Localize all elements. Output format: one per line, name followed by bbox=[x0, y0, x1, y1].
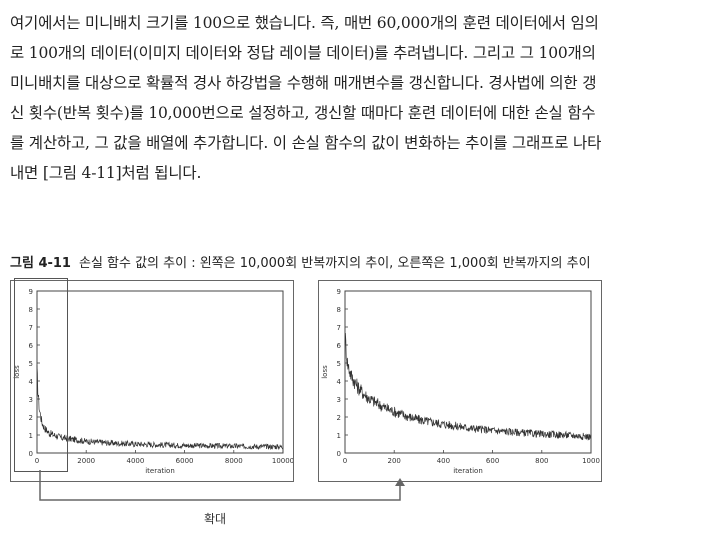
y-tick-label: 0 bbox=[337, 450, 341, 458]
plot-frame bbox=[36, 290, 284, 454]
y-tick-label: 8 bbox=[337, 306, 341, 314]
x-axis-label: iteration bbox=[453, 467, 483, 475]
loss-chart-1000: 0 1 2 3 4 5 6 7 8 9 0 200 400 600 800 1000 iteration loss bbox=[321, 288, 600, 475]
body-paragraph: 여기에서는 미니배치 크기를 100으로 했습니다. 즉, 매번 60,000개… bbox=[10, 8, 702, 188]
y-tick-label: 1 bbox=[29, 432, 33, 440]
x-tick-label: 400 bbox=[437, 457, 450, 465]
x-tick-label: 1000 bbox=[582, 457, 600, 465]
y-axis-label: loss bbox=[321, 365, 329, 379]
figure-caption-text: 손실 함수 값의 추이 : 왼쪽은 10,000회 반복까지의 추이, 오른쪽은… bbox=[78, 256, 591, 271]
y-tick-label: 5 bbox=[337, 360, 341, 368]
x-tick-label: 6000 bbox=[176, 457, 194, 465]
y-tick-label: 8 bbox=[29, 306, 33, 314]
paragraph-line: 내면 [그림 4-11]처럼 됩니다. bbox=[10, 164, 202, 182]
y-tick-label: 6 bbox=[337, 342, 342, 350]
y-tick-label: 9 bbox=[29, 288, 33, 296]
loss-series-line bbox=[36, 365, 284, 451]
y-tick-label: 9 bbox=[337, 288, 341, 296]
y-tick-label: 3 bbox=[337, 396, 341, 404]
paragraph-line: 여기에서는 미니배치 크기를 100으로 했습니다. 즉, 매번 60,000개… bbox=[10, 14, 599, 32]
chart-panel-right: 0 1 2 3 4 5 6 7 8 9 0 200 400 600 800 1000 iteration loss bbox=[318, 280, 602, 482]
loss-series-line bbox=[344, 333, 592, 441]
x-tick-label: 8000 bbox=[225, 457, 243, 465]
y-tick-label: 7 bbox=[337, 324, 341, 332]
figure-caption: 그림 4-11 손실 함수 값의 추이 : 왼쪽은 10,000회 반복까지의 추… bbox=[10, 252, 702, 271]
y-tick-label: 4 bbox=[337, 378, 342, 386]
y-tick-label: 6 bbox=[29, 342, 34, 350]
x-tick-label: 4000 bbox=[126, 457, 144, 465]
y-tick-label: 5 bbox=[29, 360, 33, 368]
x-tick-label: 10000 bbox=[272, 457, 293, 465]
paragraph-line: 신 횟수(반복 횟수)를 10,000번으로 설정하고, 갱신할 때마다 훈련 … bbox=[10, 104, 596, 122]
x-tick-label: 800 bbox=[535, 457, 548, 465]
y-tick-label: 1 bbox=[337, 432, 341, 440]
x-tick-label: 0 bbox=[35, 457, 39, 465]
chart-panel-left: 0 1 2 3 4 5 6 7 8 9 0 2000 4000 6000 8000 10000 iteratio… bbox=[10, 280, 294, 482]
plot-frame bbox=[344, 290, 592, 454]
paragraph-line: 로 100개의 데이터(이미지 데이터와 정답 레이블 데이터)를 추려냅니다.… bbox=[10, 44, 596, 62]
paragraph-line: 미니배치를 대상으로 확률적 경사 하강법을 수행해 매개변수를 갱신합니다. … bbox=[10, 74, 597, 92]
x-tick-label: 0 bbox=[343, 457, 347, 465]
y-tick-label: 3 bbox=[29, 396, 33, 404]
x-tick-label: 200 bbox=[388, 457, 401, 465]
y-tick-label: 4 bbox=[29, 378, 34, 386]
zoom-region-box bbox=[14, 278, 68, 472]
paragraph-line: 를 계산하고, 그 값을 배열에 추가합니다. 이 손실 함수의 값이 변화하는… bbox=[10, 134, 602, 152]
y-tick-label: 2 bbox=[337, 414, 341, 422]
y-tick-label: 2 bbox=[29, 414, 33, 422]
y-tick-label: 0 bbox=[29, 450, 33, 458]
zoom-label: 확대 bbox=[204, 512, 227, 526]
y-tick-label: 7 bbox=[29, 324, 33, 332]
y-axis-label: loss bbox=[13, 365, 21, 379]
x-tick-label: 600 bbox=[486, 457, 499, 465]
x-tick-label: 2000 bbox=[77, 457, 95, 465]
figure-number: 그림 4-11 bbox=[10, 256, 71, 271]
x-axis-label: iteration bbox=[145, 467, 175, 475]
